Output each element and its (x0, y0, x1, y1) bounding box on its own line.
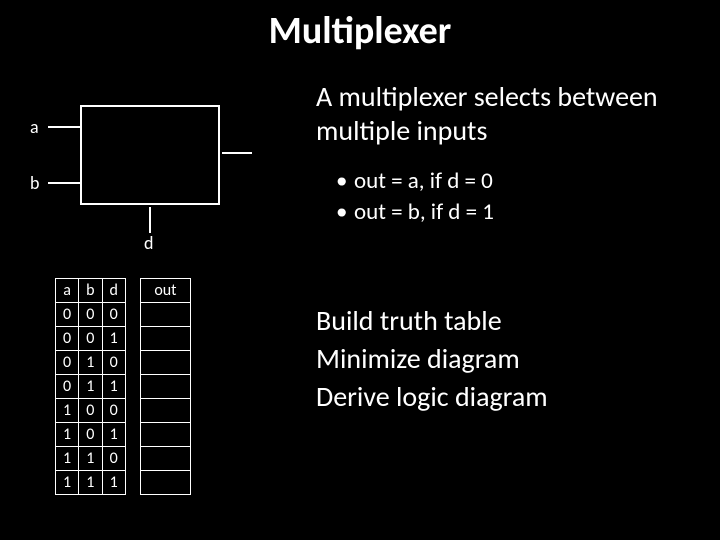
gap-col (125, 303, 140, 327)
slide-title: Multiplexer (0, 8, 720, 54)
cell-d: 0 (102, 351, 125, 375)
table-row: 0 0 0 (56, 303, 191, 327)
cell-b: 1 (79, 471, 102, 495)
table-header-row: a b d out (56, 279, 191, 303)
step-2: Minimize diagram (316, 340, 548, 378)
cell-a: 1 (56, 447, 79, 471)
cell-b: 0 (79, 423, 102, 447)
table-row: 1 1 0 (56, 447, 191, 471)
cell-b: 1 (79, 351, 102, 375)
cell-out (140, 471, 190, 495)
gap-col (125, 375, 140, 399)
rule-2-text: out = b, if d = 1 (354, 198, 494, 226)
gap-col (125, 471, 140, 495)
table-row: 1 0 1 (56, 423, 191, 447)
table-row: 1 0 0 (56, 399, 191, 423)
select-label: d (144, 232, 153, 254)
table-row: 1 1 1 (56, 471, 191, 495)
step-3: Derive logic diagram (316, 378, 548, 416)
col-d-header: d (102, 279, 125, 303)
cell-a: 0 (56, 303, 79, 327)
gap-col (125, 279, 140, 303)
select-wire (149, 207, 151, 233)
table-row: 0 0 1 (56, 327, 191, 351)
truth-table: a b d out 0 0 0 0 0 1 0 1 0 0 1 1 1 0 0 (55, 278, 191, 495)
mux-block (80, 105, 220, 205)
cell-a: 1 (56, 423, 79, 447)
cell-out (140, 423, 190, 447)
cell-out (140, 303, 190, 327)
gap-col (125, 399, 140, 423)
cell-a: 0 (56, 351, 79, 375)
cell-d: 0 (102, 399, 125, 423)
gap-col (125, 327, 140, 351)
table-row: 0 1 0 (56, 351, 191, 375)
cell-b: 0 (79, 399, 102, 423)
input-b-wire (48, 182, 80, 184)
input-a-label: a (30, 116, 39, 138)
cell-a: 0 (56, 327, 79, 351)
cell-d: 1 (102, 327, 125, 351)
cell-out (140, 327, 190, 351)
rules-list: •out = a, if d = 0 •out = b, if d = 1 (336, 166, 494, 228)
input-a-wire (48, 126, 80, 128)
step-1: Build truth table (316, 302, 548, 340)
cell-d: 0 (102, 303, 125, 327)
steps-list: Build truth table Minimize diagram Deriv… (316, 302, 548, 415)
cell-a: 1 (56, 399, 79, 423)
cell-b: 1 (79, 447, 102, 471)
output-wire (222, 152, 252, 154)
cell-b: 1 (79, 375, 102, 399)
cell-b: 0 (79, 303, 102, 327)
cell-d: 1 (102, 471, 125, 495)
cell-d: 0 (102, 447, 125, 471)
table-row: 0 1 1 (56, 375, 191, 399)
col-out-header: out (140, 279, 190, 303)
cell-out (140, 399, 190, 423)
gap-col (125, 447, 140, 471)
input-b-label: b (30, 172, 39, 194)
cell-a: 1 (56, 471, 79, 495)
col-b-header: b (79, 279, 102, 303)
rule-1-text: out = a, if d = 0 (354, 167, 493, 195)
gap-col (125, 351, 140, 375)
col-a-header: a (56, 279, 79, 303)
cell-a: 0 (56, 375, 79, 399)
cell-d: 1 (102, 423, 125, 447)
cell-out (140, 375, 190, 399)
cell-out (140, 447, 190, 471)
cell-d: 1 (102, 375, 125, 399)
description-text: A multiplexer selects between multiple i… (316, 80, 706, 147)
cell-b: 0 (79, 327, 102, 351)
cell-out (140, 351, 190, 375)
gap-col (125, 423, 140, 447)
rule-2: •out = b, if d = 1 (336, 197, 494, 228)
rule-1: •out = a, if d = 0 (336, 166, 494, 197)
